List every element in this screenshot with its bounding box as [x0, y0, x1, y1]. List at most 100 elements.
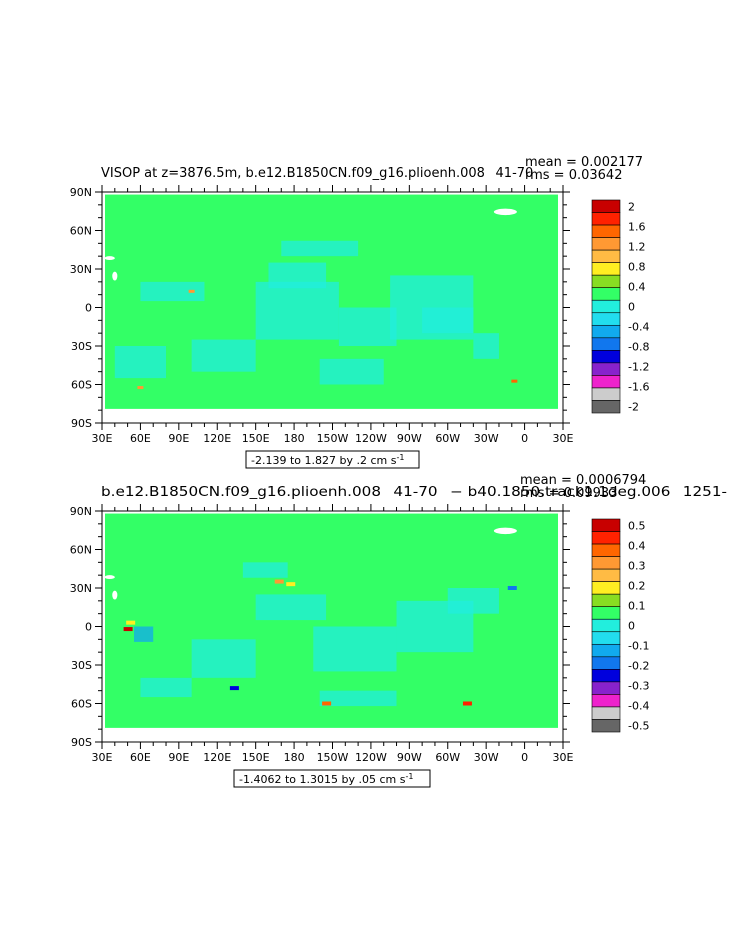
bottom-panel-axes: 30E 60E 90E 120E 150E 180 150W 120W 90W 60W 30W 0 30…: [70, 504, 574, 764]
bottom-panel-map: [102, 511, 563, 742]
bottom-colorbar-box: [591, 694, 621, 708]
top-panel-rms: rms = 0.03642: [525, 168, 622, 183]
top-colorbar-box: [591, 212, 621, 226]
svg-text:-2.139 to 1.827 by .2 cm s-1: -2.139 to 1.827 by .2 cm s-1: [251, 453, 404, 467]
bottom-y-tick-label: 90S: [71, 736, 92, 749]
bottom-colorbar-label: -0.4: [628, 700, 649, 713]
bottom-colorbar-box: [591, 618, 621, 633]
top-colorbar-box: [591, 375, 621, 389]
bottom-x-tick-label: 120W: [355, 751, 387, 764]
bottom-colorbar-label: 0: [628, 620, 635, 633]
top-colorbar-label: -1.6: [628, 381, 649, 394]
bottom-x-tick-label: 0: [521, 751, 528, 764]
top-colorbar-box: [591, 274, 621, 289]
top-colorbar-box: [591, 324, 621, 339]
top-anomaly-patch: [268, 262, 327, 289]
top-x-tick-label: 120W: [355, 432, 387, 445]
top-x-tick-label: 90W: [397, 432, 422, 445]
top-extreme-cell: [137, 386, 144, 390]
top-anomaly-patch: [338, 307, 397, 346]
bottom-x-tick-label: 150E: [242, 751, 270, 764]
bottom-x-tick-label: 30E: [553, 751, 574, 764]
top-colorbar-label: -2: [628, 401, 639, 414]
bottom-colorbar-label: 0.1: [628, 599, 646, 612]
top-colorbar-label: -0.4: [628, 321, 649, 334]
bottom-colorbar-label: 0.5: [628, 519, 646, 532]
bottom-panel-title: b.e12.B1850CN.f09_g16.plioenh.008 41-70 …: [101, 485, 727, 500]
top-colorbar-box: [591, 299, 621, 314]
bottom-colorbar-box: [591, 643, 621, 658]
top-y-tick-label: 60S: [71, 379, 92, 392]
top-anomaly-patch: [473, 333, 499, 359]
top-panel-mean: mean = 0.002177: [525, 155, 643, 170]
top-x-tick-label: 150E: [242, 432, 270, 445]
bottom-anomaly-patch: [242, 562, 288, 578]
bottom-y-tick-label: 30N: [70, 582, 92, 595]
bottom-panel-range-sup: -1: [405, 772, 413, 781]
bottom-panel-rms: rms = 0.09933: [520, 486, 617, 501]
top-panel-title: VISOP at z=3876.5m, b.e12.B1850CN.f09_g1…: [101, 166, 540, 181]
bottom-colorbar-box: [591, 631, 621, 645]
bottom-x-tick-label: 60W: [435, 751, 460, 764]
top-anomaly-patch: [191, 339, 256, 372]
bottom-colorbar-box: [591, 568, 621, 582]
bottom-colorbar-box: [591, 719, 621, 733]
top-x-tick-label: 90E: [168, 432, 189, 445]
top-panel-axes: 30E 60E 90E 120E 150E 180 150W 120W 90W 60W 30W 0 30…: [70, 185, 574, 445]
top-land-mask: [112, 271, 118, 281]
top-x-tick-label: 120E: [203, 432, 231, 445]
top-extreme-cell: [511, 379, 518, 383]
top-colorbar-box: [591, 337, 621, 351]
top-extreme-cell: [188, 289, 195, 293]
bottom-anomaly-patch: [140, 677, 192, 698]
bottom-land-mask: [104, 575, 115, 580]
bottom-panel-mean: mean = 0.0006794: [520, 473, 646, 488]
top-colorbar-box: [591, 350, 621, 364]
top-colorbar-box: [591, 400, 621, 414]
bottom-anomaly-patch: [319, 690, 397, 707]
bottom-x-tick-label: 180: [284, 751, 305, 764]
top-panel: VISOP at z=3876.5m, b.e12.B1850CN.f09_g1…: [70, 155, 649, 469]
bottom-colorbar-label: 0.2: [628, 579, 646, 592]
bottom-extreme-cell: [462, 701, 472, 706]
top-colorbar-box: [591, 362, 621, 376]
bottom-x-tick-label: 30W: [474, 751, 499, 764]
bottom-anomaly-patch: [313, 626, 397, 672]
bottom-colorbar-label: 0.3: [628, 559, 646, 572]
top-y-tick-label: 0: [85, 302, 92, 315]
bottom-extreme-cell: [322, 701, 332, 706]
top-x-tick-label: 60W: [435, 432, 460, 445]
bottom-colorbar-box: [591, 531, 621, 545]
top-y-tick-label: 90N: [70, 186, 92, 199]
top-colorbar-label: 1.2: [628, 240, 646, 253]
bottom-colorbar-label: -0.1: [628, 640, 649, 653]
top-y-tick-label: 30S: [71, 340, 92, 353]
bottom-colorbar-label: -0.2: [628, 660, 649, 673]
bottom-panel-range-text: -1.4062 to 1.3015 by .05 cm s: [239, 773, 406, 786]
bottom-y-tick-label: 30S: [71, 659, 92, 672]
bottom-extreme-cell: [229, 686, 239, 691]
bottom-anomaly-patch: [134, 626, 154, 642]
top-colorbar-box: [591, 262, 621, 276]
bottom-colorbar-box: [591, 606, 621, 620]
top-colorbar-label: 0.4: [628, 280, 646, 293]
top-panel-range-box: -2.139 to 1.827 by .2 cm s-1: [245, 450, 420, 469]
bottom-x-tick-label: 90W: [397, 751, 422, 764]
bottom-y-tick-label: 60N: [70, 544, 92, 557]
bottom-anomaly-patch: [191, 639, 256, 678]
bottom-x-tick-label: 60E: [130, 751, 151, 764]
bottom-panel: b.e12.B1850CN.f09_g16.plioenh.008 41-70 …: [70, 473, 727, 788]
bottom-colorbar-box: [591, 656, 621, 670]
top-colorbar-label: 0: [628, 301, 635, 314]
bottom-colorbar-box: [591, 681, 621, 695]
bottom-extreme-cell: [126, 620, 136, 625]
bottom-colorbar-box: [591, 543, 621, 557]
top-colorbar-box: [591, 199, 621, 213]
top-land-mask: [104, 256, 115, 261]
top-panel-map: [102, 192, 563, 423]
top-x-tick-label: 150W: [317, 432, 349, 445]
bottom-land-mask: [112, 590, 118, 600]
bottom-extreme-cell: [286, 582, 296, 587]
top-anomaly-patch: [114, 346, 167, 379]
